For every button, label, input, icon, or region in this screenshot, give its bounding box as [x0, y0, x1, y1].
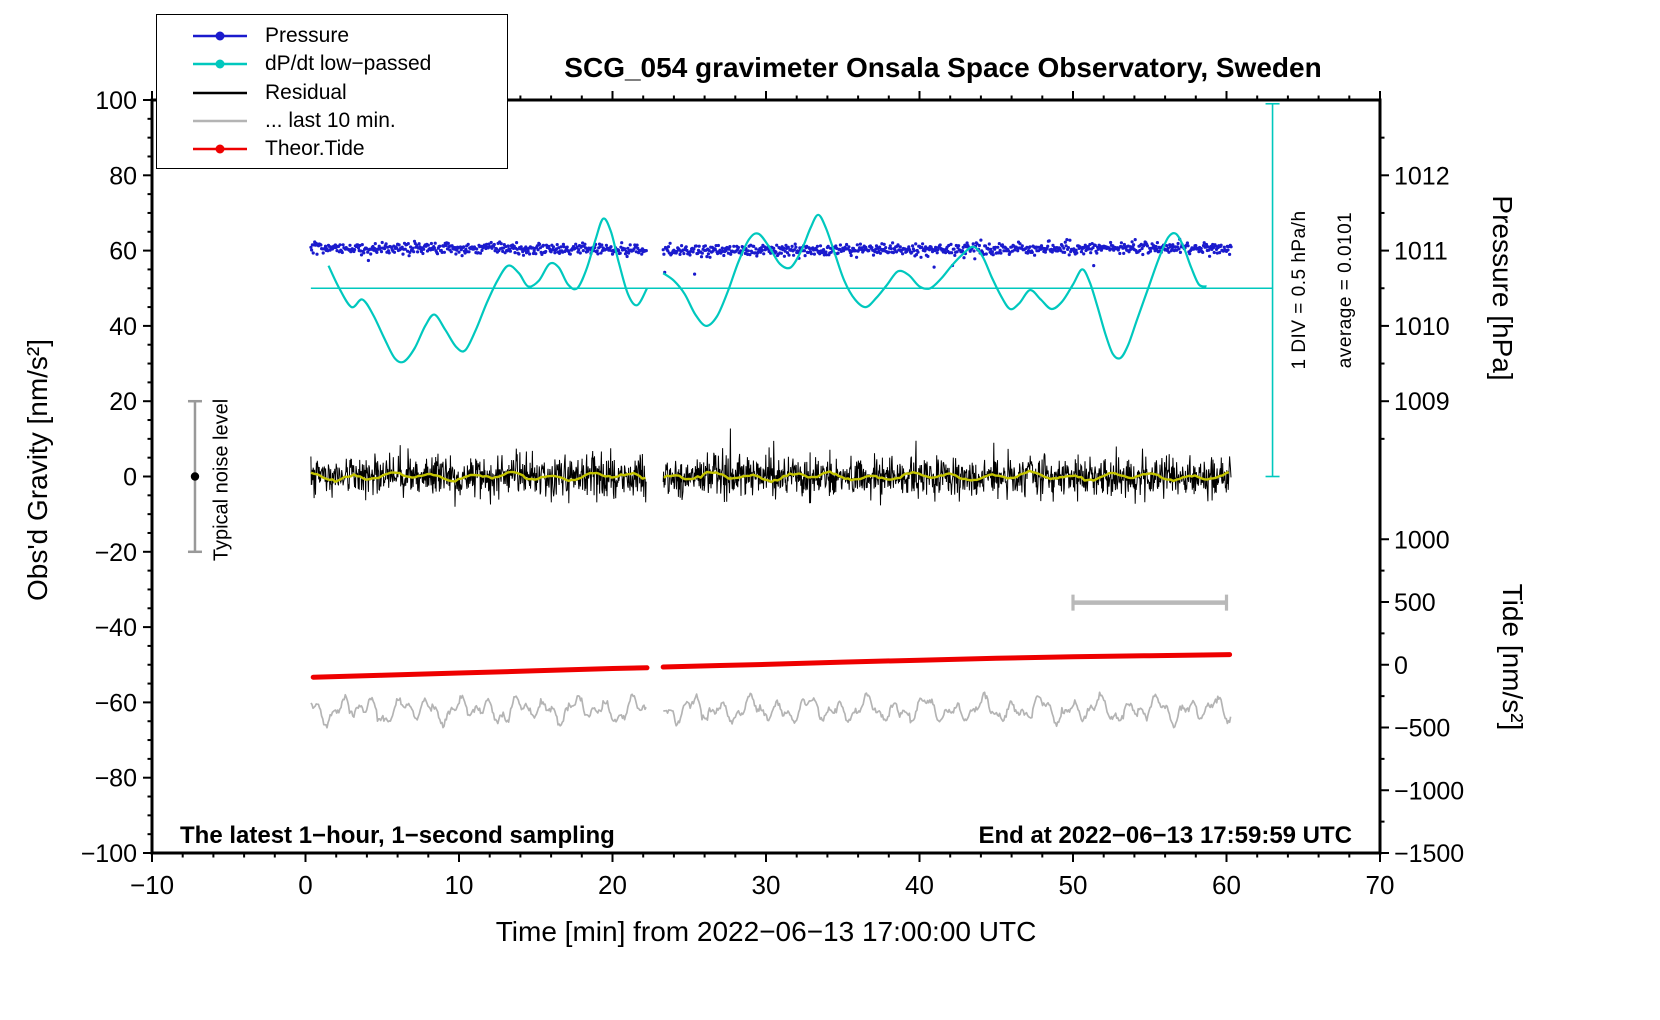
tick-label: −500 [1394, 715, 1450, 743]
legend-item-pressure: Pressure [191, 23, 507, 49]
legend-item-residual: Residual [191, 80, 507, 106]
legend-label: dP/dt low−passed [265, 52, 432, 76]
series-pressure [309, 237, 1233, 276]
legend-marker-dot-line-icon [193, 144, 247, 154]
tick-label: 60 [109, 238, 137, 266]
tick-label: 100 [95, 87, 137, 115]
tick-label: 1009 [1394, 388, 1450, 416]
sampling-annotation: The latest 1−hour, 1−second sampling [180, 822, 615, 849]
div-scale-label: 1 DIV = 0.5 hPa/h [1289, 210, 1310, 370]
tick-label: 1000 [1394, 526, 1450, 554]
legend-marker-dot-line-icon [193, 31, 247, 41]
tick-label: −40 [95, 614, 137, 642]
series-dp-dt-low-passed [327, 217, 648, 364]
legend-label: Pressure [265, 24, 350, 47]
series-dp-dt-low-passed [662, 213, 1207, 360]
series-residual-low-passed [663, 469, 1230, 484]
legend-label: Theor.Tide [265, 137, 365, 160]
legend-marker-dot-line-icon [193, 59, 247, 69]
tick-label: 1010 [1394, 313, 1450, 341]
legend-marker-line-icon [193, 91, 247, 94]
end-time-annotation: End at 2022−06−13 17:59:59 UTC [978, 822, 1352, 849]
series-theor-tide [660, 652, 1233, 670]
tick-label: 40 [905, 870, 934, 900]
legend-item-dp-dt-low-passed: dP/dt low−passed [191, 51, 507, 77]
legend-marker-line-icon [193, 119, 247, 122]
tick-label: −10 [130, 870, 174, 900]
tick-label: 1012 [1394, 162, 1450, 190]
y-axis-label-pressure: Pressure [hPa] [1487, 195, 1518, 381]
series-residual [310, 445, 647, 507]
tick-label: 20 [598, 870, 627, 900]
tick-label: 500 [1394, 589, 1436, 617]
tick-label: −60 [95, 689, 137, 717]
tick-label: 80 [109, 162, 137, 190]
tick-label: −1000 [1394, 777, 1464, 805]
tick-label: 60 [1212, 870, 1241, 900]
legend-label: Residual [265, 80, 347, 104]
series-residual-low-passed [310, 470, 646, 483]
tick-label: 40 [109, 313, 137, 341]
chart-title: SCG_054 gravimeter Onsala Space Observat… [564, 52, 1322, 83]
noise-level-dot [190, 472, 200, 481]
tick-label: 1011 [1394, 238, 1448, 266]
y-axis-label-gravity: Obs'd Gravity [nm/s²] [22, 338, 53, 602]
legend-label: ... last 10 min. [265, 108, 396, 132]
series-residual [662, 428, 1232, 506]
series-residual-last-10-min [310, 693, 647, 729]
x-axis-label: Time [min] from 2022−06−13 17:00:00 UTC [495, 916, 1037, 947]
average-label: average = 0.0101 [1335, 211, 1356, 369]
tick-label: 50 [1059, 870, 1088, 900]
tick-label: 0 [1394, 652, 1408, 680]
tick-label: 10 [445, 870, 474, 900]
legend-item-last-10-min: ... last 10 min. [191, 108, 507, 134]
tick-label: −100 [81, 840, 137, 868]
tick-label: −20 [95, 539, 137, 567]
tick-label: −80 [95, 765, 137, 793]
tick-label: 20 [109, 388, 137, 416]
y-axis-label-tide: Tide [nm/s²] [1497, 583, 1528, 731]
tick-label: 0 [123, 464, 137, 492]
noise-level-label: Typical noise level [210, 398, 233, 562]
series-theor-tide [310, 665, 650, 680]
series-residual-last-10-min [663, 691, 1232, 729]
legend-item-theor-tide: Theor.Tide [191, 136, 507, 162]
tick-label: 70 [1366, 870, 1395, 900]
tick-label: 30 [752, 870, 781, 900]
legend: Pressure dP/dt low−passed Residual ... last… [156, 14, 508, 169]
tick-label: 0 [298, 870, 312, 900]
tick-label: −1500 [1394, 840, 1464, 868]
